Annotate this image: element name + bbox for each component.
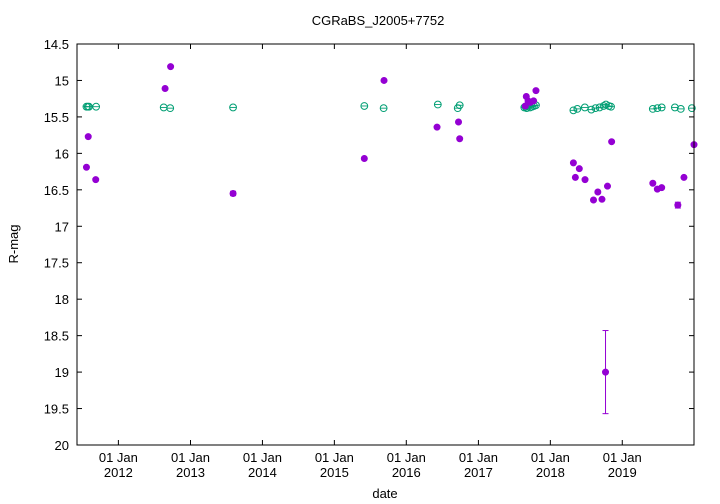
data-point-open	[587, 105, 596, 114]
plot-border	[76, 43, 695, 446]
data-point-filled	[581, 176, 589, 184]
x-tick-label-day: 01 Jan	[531, 450, 570, 465]
data-point-filled	[594, 188, 602, 196]
data-point-open	[670, 103, 679, 112]
x-tick-label-year: 2012	[104, 465, 133, 480]
data-point-filled	[602, 368, 610, 376]
data-point-filled	[433, 123, 441, 131]
data-point-filled	[456, 135, 464, 143]
y-tick-label: 17	[55, 219, 69, 234]
data-point-filled	[380, 76, 388, 84]
data-point-filled	[674, 201, 682, 209]
data-point-filled	[82, 163, 90, 171]
data-point-filled	[161, 84, 169, 92]
x-tick-label-day: 01 Jan	[99, 450, 138, 465]
y-axis-title: R-mag	[6, 224, 21, 263]
data-point-open	[379, 104, 388, 113]
x-tick-label-year: 2016	[392, 465, 421, 480]
data-point-open	[229, 103, 237, 112]
x-tick-label-day: 01 Jan	[243, 450, 282, 465]
data-point-open	[607, 102, 615, 111]
data-point-open	[595, 103, 604, 112]
data-point-filled	[589, 196, 597, 204]
y-tick-label: 16	[55, 146, 69, 161]
x-axis-title: date	[372, 486, 397, 501]
data-point-open	[573, 104, 582, 113]
data-point-open	[569, 106, 578, 115]
y-tick-label: 20	[55, 438, 69, 453]
data-point-filled	[598, 195, 606, 203]
data-point-filled	[167, 63, 175, 71]
data-point-open	[676, 104, 685, 113]
data-point-open	[657, 103, 666, 112]
data-point-filled	[569, 159, 577, 167]
x-tick-label-year: 2018	[536, 465, 565, 480]
y-tick-label: 18	[55, 292, 69, 307]
data-point-open	[360, 102, 369, 110]
data-point-filled	[532, 87, 540, 95]
x-tick-label-year: 2013	[176, 465, 205, 480]
x-tick-label-year: 2014	[248, 465, 277, 480]
data-point-filled	[530, 97, 538, 105]
data-point-open	[455, 101, 464, 110]
data-point-filled	[571, 173, 579, 181]
data-point-filled	[455, 118, 463, 126]
x-tick-label-year: 2015	[320, 465, 349, 480]
y-tick-label: 18.5	[44, 329, 69, 344]
data-point-open	[92, 102, 101, 111]
data-point-filled	[575, 165, 583, 173]
x-tick-label-day: 01 Jan	[171, 450, 210, 465]
y-tick-label: 15.5	[44, 110, 69, 125]
y-tick-label: 17.5	[44, 256, 69, 271]
data-point-filled	[680, 173, 688, 181]
y-tick-label: 19.5	[44, 402, 69, 417]
plot-marks	[82, 63, 698, 415]
data-point-open	[433, 100, 442, 109]
x-tick-label-year: 2017	[464, 465, 493, 480]
data-point-filled	[608, 138, 616, 146]
x-tick-label-day: 01 Jan	[603, 450, 642, 465]
y-tick-label: 19	[55, 365, 69, 380]
x-tick-label-day: 01 Jan	[315, 450, 354, 465]
y-axis: 14.5 15 15.5 16 16.5 17 17.5 18 18.5 19 19.5 20	[44, 37, 694, 453]
data-point-filled	[84, 133, 92, 141]
chart-title: CGRaBS_J2005+7752	[312, 13, 445, 28]
data-point-filled	[92, 176, 100, 184]
data-point-filled	[229, 189, 237, 197]
data-point-open	[166, 104, 175, 113]
x-tick-label-day: 01 Jan	[459, 450, 498, 465]
data-point-filled	[658, 184, 666, 192]
x-tick-label-day: 01 Jan	[387, 450, 426, 465]
y-tick-label: 15	[55, 73, 69, 88]
data-point-open	[653, 104, 662, 113]
data-point-open	[648, 104, 657, 113]
data-point-open	[591, 104, 600, 113]
data-point-filled	[603, 182, 611, 190]
data-point-filled	[360, 154, 368, 162]
x-tick-label-year: 2019	[608, 465, 637, 480]
data-point-filled	[649, 179, 657, 187]
y-tick-label: 14.5	[44, 37, 69, 52]
y-tick-label: 16.5	[44, 183, 69, 198]
